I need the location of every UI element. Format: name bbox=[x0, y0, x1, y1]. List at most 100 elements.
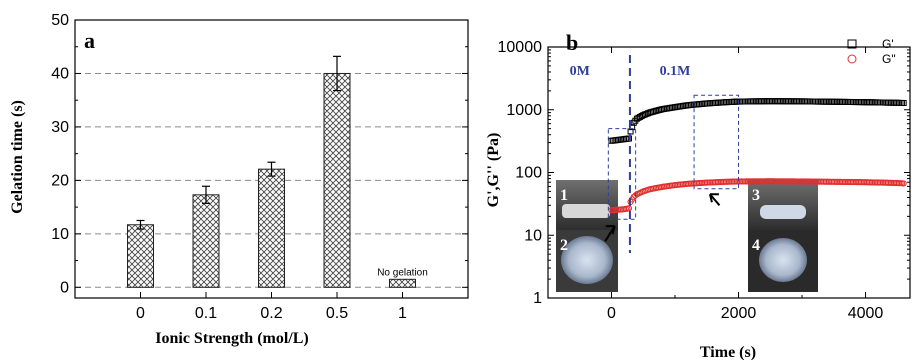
a-y-tick-label: 10 bbox=[51, 226, 69, 243]
legend-label: G" bbox=[882, 52, 896, 66]
b-g-prime-point bbox=[757, 98, 764, 105]
b-g-prime-point bbox=[792, 98, 799, 105]
b-g-prime-point bbox=[827, 98, 834, 105]
b-g-prime-point bbox=[794, 98, 801, 105]
b-g-prime-point bbox=[805, 98, 812, 105]
photo-number-label: 2 bbox=[560, 237, 568, 254]
b-g-prime-point bbox=[873, 99, 880, 106]
b-g-prime-point bbox=[795, 98, 802, 105]
b-g-prime-point bbox=[826, 98, 833, 105]
b-g-prime-point bbox=[784, 98, 791, 105]
b-g-prime-point bbox=[714, 99, 721, 106]
b-g-prime-point bbox=[900, 100, 907, 107]
b-g-prime-point bbox=[876, 99, 883, 106]
a-bar bbox=[258, 168, 285, 288]
a-y-axis-label: Gelation time (s) bbox=[9, 100, 26, 214]
photo-2-gel-disc bbox=[561, 236, 613, 284]
b-y-tick-label: 10000 bbox=[498, 39, 543, 56]
b-g-prime-point bbox=[887, 99, 894, 106]
b-x-tick-label: 2000 bbox=[721, 305, 757, 322]
b-g-prime-point bbox=[749, 98, 756, 105]
b-g-prime-point bbox=[843, 98, 850, 105]
b-g-prime-point bbox=[838, 98, 845, 105]
b-g-prime-point bbox=[789, 98, 796, 105]
photo-number-label: 4 bbox=[752, 237, 760, 254]
b-g-prime-point bbox=[779, 98, 786, 105]
b-g-prime-point bbox=[856, 99, 863, 106]
b-g-prime-point bbox=[746, 98, 753, 105]
b-g-prime-point bbox=[722, 99, 729, 106]
legend-circle-marker bbox=[847, 54, 857, 64]
b-g-prime-point bbox=[867, 99, 874, 106]
b-sample-photos: 1 2 3 4 bbox=[556, 180, 818, 292]
panel-b-modulus-chart: 1 2 3 4 1 10 100 1000 10000 0 2000 4000 0M 0.1M b Ti… bbox=[485, 30, 911, 360]
b-g-prime-point bbox=[822, 98, 829, 105]
b-g-prime-point bbox=[854, 99, 861, 106]
b-g-prime-point bbox=[810, 98, 817, 105]
b-g-prime-point bbox=[837, 98, 844, 105]
b-g-prime-point bbox=[833, 98, 840, 105]
b-g-prime-point bbox=[799, 98, 806, 105]
b-legend: G'G" bbox=[847, 37, 896, 66]
b-g-prime-point bbox=[756, 98, 763, 105]
b-y-tick-label: 1000 bbox=[506, 102, 542, 119]
b-g-prime-point bbox=[824, 98, 831, 105]
b-g-prime-point bbox=[870, 99, 877, 106]
a-x-tick-label: 0.2 bbox=[260, 305, 282, 322]
b-series-g-double-prime bbox=[608, 178, 907, 214]
b-g-prime-point bbox=[781, 98, 788, 105]
b-g-prime-point bbox=[806, 98, 813, 105]
b-g-prime-point bbox=[797, 98, 804, 105]
b-g-prime-point bbox=[891, 99, 898, 106]
legend-label: G' bbox=[882, 37, 894, 51]
b-x-axis-label: Time (s) bbox=[700, 344, 756, 360]
b-g-prime-point bbox=[711, 99, 718, 106]
b-g-prime-point bbox=[787, 98, 794, 105]
b-g-prime-point bbox=[768, 98, 775, 105]
b-g-prime-point bbox=[884, 99, 891, 106]
b-g-prime-point bbox=[846, 98, 853, 105]
b-g-prime-point bbox=[830, 98, 837, 105]
b-x-tick-label: 0 bbox=[607, 305, 616, 322]
b-g-prime-point bbox=[751, 98, 758, 105]
b-g-prime-point bbox=[895, 99, 902, 106]
b-g-prime-point bbox=[710, 100, 717, 107]
b-g-prime-point bbox=[840, 98, 847, 105]
b-g-prime-point bbox=[716, 99, 723, 106]
b-g-prime-point bbox=[748, 98, 755, 105]
photo-1-gel-side bbox=[562, 204, 610, 218]
b-g-prime-point bbox=[841, 98, 848, 105]
b-g-prime-point bbox=[813, 98, 820, 105]
b-g-prime-point bbox=[772, 98, 779, 105]
b-g-prime-point bbox=[718, 99, 725, 106]
photo-4-gel-disc bbox=[759, 238, 807, 282]
b-g-prime-point bbox=[829, 98, 836, 105]
b-g-prime-point bbox=[802, 98, 809, 105]
b-g-prime-point bbox=[848, 98, 855, 105]
b-g-prime-point bbox=[727, 98, 734, 105]
b-g-prime-point bbox=[775, 98, 782, 105]
b-g-prime-point bbox=[754, 98, 761, 105]
b-g-prime-point bbox=[791, 98, 798, 105]
a-x-tick-label: 1 bbox=[398, 305, 407, 322]
b-g-prime-point bbox=[752, 98, 759, 105]
a-bar bbox=[323, 72, 351, 288]
b-g-prime-point bbox=[889, 99, 896, 106]
legend-square-marker bbox=[847, 39, 857, 49]
b-x-tick-label: 4000 bbox=[848, 305, 884, 322]
a-axes: 0 10 20 30 40 50 0 0.1 0.2 0.5 1 No gelation bbox=[51, 12, 469, 322]
b-g-prime-point bbox=[738, 98, 745, 105]
b-data-series bbox=[608, 98, 907, 214]
b-g-prime-point bbox=[849, 99, 856, 106]
b-y-axis-label: G',G'' (Pa) bbox=[485, 133, 502, 208]
a-x-tick-label: 0.1 bbox=[195, 305, 217, 322]
a-y-tick-label: 50 bbox=[51, 12, 69, 29]
b-g-prime-point bbox=[721, 99, 728, 106]
b-g-prime-point bbox=[740, 98, 747, 105]
b-g-prime-point bbox=[859, 99, 866, 106]
b-g-prime-point bbox=[835, 98, 842, 105]
a-x-tick-label: 0.5 bbox=[326, 305, 348, 322]
b-g-prime-point bbox=[818, 98, 825, 105]
b-g-prime-point bbox=[811, 98, 818, 105]
